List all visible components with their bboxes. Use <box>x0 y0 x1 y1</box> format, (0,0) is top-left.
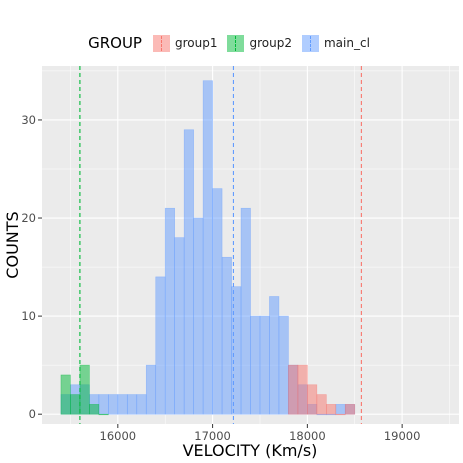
legend-key-group1 <box>152 34 170 52</box>
y-tick-label: 20 <box>21 211 36 225</box>
bar-main_cl <box>174 237 185 415</box>
bar-group2 <box>98 413 109 416</box>
bar-main_cl <box>136 394 147 415</box>
bar-main_cl <box>212 188 223 415</box>
legend-item-group1: group1 <box>152 34 218 52</box>
bar-main_cl <box>202 80 213 415</box>
bar-group1 <box>335 413 346 416</box>
x-axis-title: VELOCITY (Km/s) <box>183 441 318 460</box>
bar-group1 <box>316 394 327 415</box>
y-axis: 0 10 20 30 <box>21 113 42 421</box>
legend-label-group2: group2 <box>249 36 292 50</box>
bar-group2 <box>60 374 71 415</box>
legend-label-main_cl: main_cl <box>323 36 370 50</box>
legend: GROUP group1 group2 main_cl <box>0 28 463 58</box>
bar-main_cl <box>335 404 346 415</box>
histogram-bars <box>60 80 356 416</box>
bar-main_cl <box>269 296 280 415</box>
legend-key-main_cl <box>301 34 319 52</box>
x-tick-label: 16000 <box>100 429 137 443</box>
bar-main_cl <box>240 207 251 415</box>
bar-group2 <box>70 394 81 415</box>
legend-item-main_cl: main_cl <box>301 34 370 52</box>
y-axis-title: COUNTS <box>3 211 22 278</box>
bar-main_cl <box>259 315 270 415</box>
x-tick-label: 18000 <box>289 429 326 443</box>
legend-title: GROUP <box>88 34 142 52</box>
y-tick-label: 10 <box>21 309 36 323</box>
bar-main_cl <box>164 207 175 415</box>
bar-main_cl <box>98 394 109 415</box>
bar-group2 <box>89 404 100 415</box>
y-tick-label: 30 <box>21 113 36 127</box>
bar-main_cl <box>183 129 194 415</box>
x-axis: 16000 17000 18000 19000 <box>100 424 421 443</box>
y-tick-label: 0 <box>29 407 36 421</box>
legend-item-group2: group2 <box>227 34 292 52</box>
bar-main_cl <box>108 394 119 415</box>
bar-main_cl <box>126 394 138 415</box>
bar-main_cl <box>193 217 204 415</box>
bar-main_cl <box>221 256 232 415</box>
bar-group1 <box>307 384 318 415</box>
mean-lines <box>79 66 362 424</box>
bar-main_cl <box>278 315 289 415</box>
legend-label-group1: group1 <box>174 36 218 50</box>
bar-main_cl <box>250 315 261 415</box>
bar-main_cl <box>155 276 166 415</box>
legend-key-group2 <box>227 34 245 52</box>
x-tick-label: 19000 <box>384 429 421 443</box>
bar-main_cl <box>145 364 157 415</box>
bar-group1 <box>326 404 337 415</box>
bar-group2 <box>79 364 90 415</box>
bar-group1 <box>344 404 356 415</box>
bar-group1 <box>297 364 308 415</box>
x-tick-label: 17000 <box>194 429 231 443</box>
bar-main_cl <box>117 394 128 415</box>
bar-group1 <box>288 364 299 415</box>
